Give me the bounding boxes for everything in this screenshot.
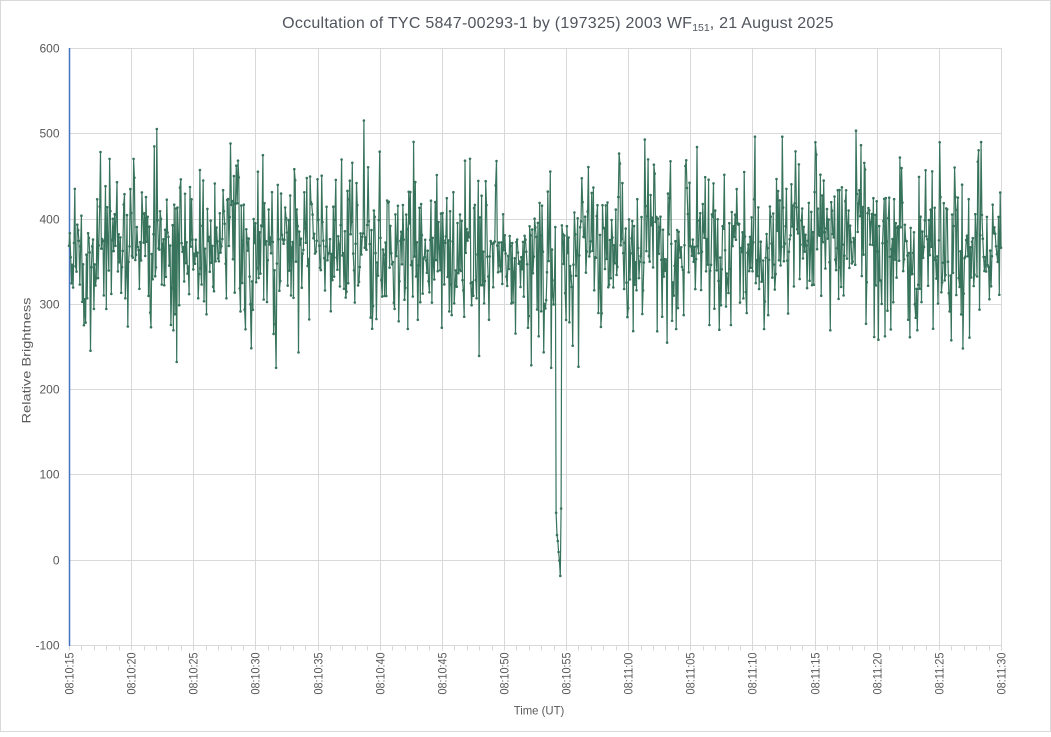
svg-text:400: 400 [39, 213, 59, 227]
svg-text:08:10:40: 08:10:40 [374, 652, 388, 694]
svg-text:08:10:45: 08:10:45 [436, 652, 450, 694]
svg-text:08:11:00: 08:11:00 [622, 652, 636, 694]
svg-text:0: 0 [53, 554, 60, 568]
svg-text:08:11:25: 08:11:25 [933, 652, 947, 694]
svg-text:600: 600 [39, 42, 59, 56]
svg-text:08:11:10: 08:11:10 [746, 652, 760, 694]
svg-text:08:11:20: 08:11:20 [871, 652, 885, 694]
svg-text:08:10:30: 08:10:30 [249, 652, 263, 694]
svg-text:300: 300 [39, 298, 59, 312]
svg-text:08:11:30: 08:11:30 [995, 652, 1009, 694]
svg-text:08:11:15: 08:11:15 [809, 652, 823, 694]
svg-text:08:10:35: 08:10:35 [312, 652, 326, 694]
svg-text:08:10:55: 08:10:55 [560, 652, 574, 694]
svg-text:Time (UT): Time (UT) [514, 704, 565, 718]
svg-text:-100: -100 [35, 639, 59, 653]
svg-text:200: 200 [39, 383, 59, 397]
svg-text:08:11:05: 08:11:05 [684, 652, 698, 694]
svg-text:08:10:25: 08:10:25 [187, 652, 201, 694]
svg-text:Occultation of TYC 5847-00293-: Occultation of TYC 5847-00293-1 by (1973… [282, 15, 834, 34]
svg-text:Relative Brightness: Relative Brightness [20, 298, 34, 424]
svg-text:100: 100 [39, 468, 59, 482]
svg-text:08:10:50: 08:10:50 [498, 652, 512, 694]
svg-text:08:10:20: 08:10:20 [125, 652, 139, 694]
svg-text:08:10:15: 08:10:15 [63, 652, 77, 694]
svg-text:500: 500 [39, 127, 59, 141]
